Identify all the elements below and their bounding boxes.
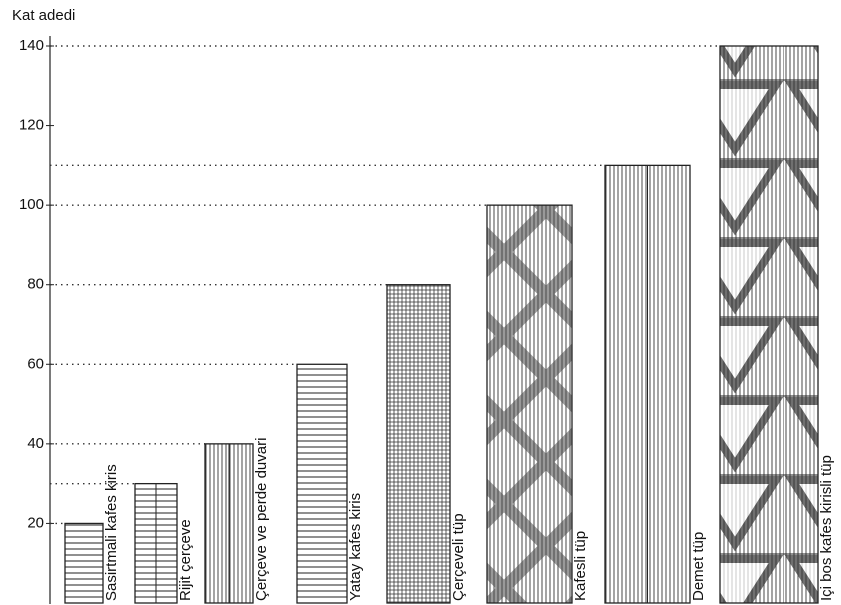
bar-label: Demet tüp	[690, 532, 707, 601]
y-tick-label: 140	[19, 37, 44, 54]
bar	[486, 204, 573, 604]
bar-label: Çerçeveli tüp	[450, 513, 467, 601]
y-tick-label: 80	[27, 276, 44, 293]
bar	[64, 522, 104, 604]
bar	[296, 363, 348, 604]
y-tick-label: 40	[27, 435, 44, 452]
bar-label: Kafesli tüp	[572, 531, 589, 601]
y-tick-label: 60	[27, 355, 44, 372]
bar-label: Sasirtmali kafes kiris	[103, 464, 120, 601]
y-tick-label: 100	[19, 196, 44, 213]
y-tick-label: 120	[19, 117, 44, 134]
y-tick-label: 20	[27, 514, 44, 531]
bar	[386, 284, 451, 604]
bar	[719, 45, 819, 604]
bar-label: Rijit çerçeve	[177, 519, 194, 601]
bar-label: Içi bos kafes kirisli tüp	[818, 455, 835, 601]
bar-label: Çerçeve ve perde duvari	[253, 438, 270, 601]
bar-label: Yatay kafes kiris	[347, 493, 364, 601]
y-axis-label: Kat adedi	[12, 7, 75, 24]
